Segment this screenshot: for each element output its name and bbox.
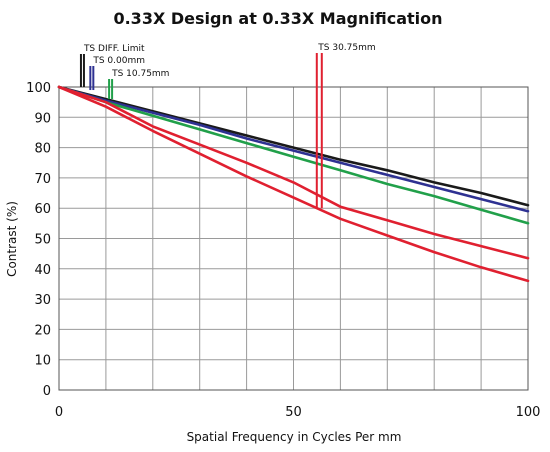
annotation-label: TS 10.75mm: [111, 69, 169, 79]
x-tick-label: 50: [285, 405, 302, 420]
series-line-1: [57, 85, 530, 207]
series-line-4: [57, 85, 530, 260]
y-tick-label: 80: [34, 142, 51, 157]
y-tick-label: 0: [43, 384, 51, 399]
x-tick-label: 0: [55, 405, 63, 420]
series-line-2: [57, 85, 530, 213]
annotation-label: TS 30.75mm: [317, 43, 375, 53]
y-tick-label: 90: [34, 111, 51, 126]
series-lines: [57, 85, 530, 283]
plot-frame: [58, 86, 529, 391]
annotation-label: TS DIFF. Limit: [83, 44, 145, 54]
x-tick-label: 100: [516, 405, 541, 420]
y-axis-label: Contrast (%): [5, 201, 19, 277]
grid: [58, 86, 529, 391]
y-tick-label: 60: [34, 202, 51, 217]
x-axis-label: Spatial Frequency in Cycles Per mm: [187, 430, 402, 444]
y-tick-label: 70: [34, 172, 51, 187]
series-line-5: [57, 85, 530, 283]
y-tick-label: 100: [26, 81, 51, 96]
y-tick-label: 10: [34, 354, 51, 369]
annotation-label: TS 0.00mm: [92, 56, 145, 66]
annotations: TS DIFF. Limit TS 0.00mm TS 10.75mm TS 30.7…: [79, 43, 376, 209]
y-tick-label: 20: [34, 323, 51, 338]
y-tick-label: 40: [34, 263, 51, 278]
series-line-3: [57, 85, 530, 225]
y-tick-label: 30: [34, 293, 51, 308]
chart-title: 0.33X Design at 0.33X Magnification: [113, 9, 442, 28]
y-tick-label: 50: [34, 233, 51, 248]
tick-labels: 0 10 20 30 40 50 60 70 80 90 100 0 50 100: [26, 81, 540, 420]
